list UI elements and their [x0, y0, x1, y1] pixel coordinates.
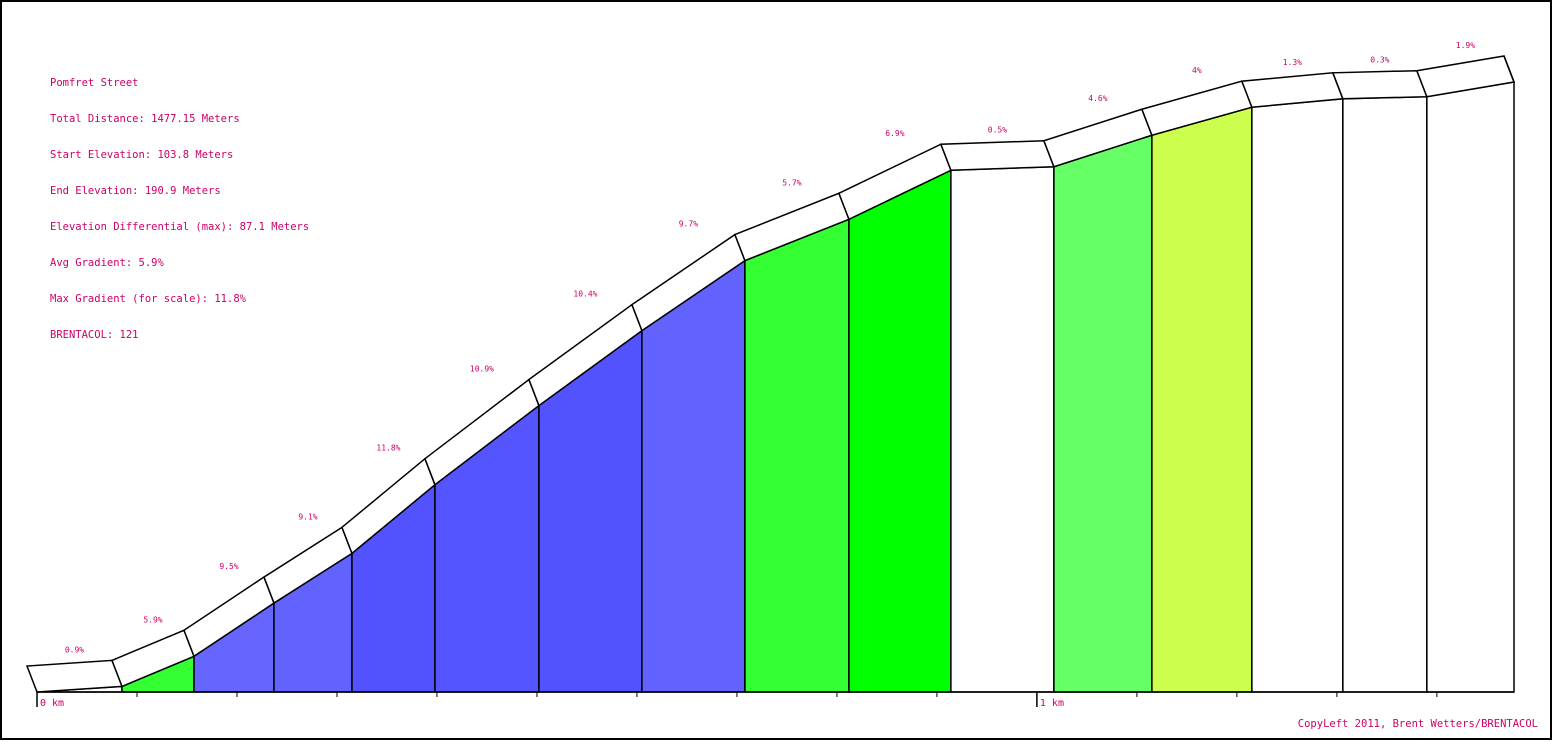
- gradient-label-14: 0.3%: [1370, 56, 1389, 65]
- brentacol-score: BRENTACOL: 121: [50, 329, 139, 341]
- gradient-label-15: 1.9%: [1456, 41, 1475, 50]
- gradient-label-9: 6.9%: [885, 129, 904, 138]
- profile-segment-13: [1251, 97, 1344, 693]
- elevation-differential: Elevation Differential (max): 87.1 Meter…: [50, 221, 310, 233]
- gradient-label-10: 0.5%: [988, 126, 1007, 135]
- max-gradient: Max Gradient (for scale): 11.8%: [50, 293, 246, 305]
- profile-segment-7: [641, 259, 746, 693]
- profile-top-14: [1331, 69, 1428, 100]
- route-name: Pomfret Street: [50, 77, 139, 89]
- gradient-label-3: 9.1%: [298, 512, 317, 521]
- end-elevation: End Elevation: 190.9 Meters: [50, 185, 221, 197]
- gradient-label-11: 4.6%: [1088, 94, 1107, 103]
- start-elevation: Start Elevation: 103.8 Meters: [50, 149, 234, 161]
- profile-segment-11: [1053, 134, 1153, 693]
- profile-segment-8: [744, 218, 850, 693]
- gradient-label-5: 10.9%: [470, 365, 494, 374]
- gradient-label-7: 9.7%: [679, 220, 698, 229]
- profile-top-0: [25, 659, 124, 693]
- profile-top-edge: [1503, 55, 1515, 83]
- profile-segment-15: [1426, 81, 1515, 693]
- gradient-label-4: 11.8%: [376, 444, 400, 453]
- gradient-label-8: 5.7%: [782, 178, 801, 187]
- profile-top-10: [939, 139, 1055, 172]
- copyright-text: CopyLeft 2011, Brent Wetters/BRENTACOL: [1297, 718, 1538, 730]
- gradient-label-12: 4%: [1192, 66, 1202, 75]
- gradient-label-6: 10.4%: [573, 290, 597, 299]
- x-tick-label-1: 1 km: [1040, 698, 1064, 709]
- total-distance: Total Distance: 1477.15 Meters: [50, 113, 240, 125]
- avg-gradient: Avg Gradient: 5.9%: [50, 257, 164, 269]
- gradient-label-1: 5.9%: [143, 615, 162, 624]
- route-info-panel: Pomfret Street Total Distance: 1477.15 M…: [50, 53, 309, 365]
- x-tick-label-0: 0 km: [40, 698, 64, 709]
- profile-segment-14: [1342, 95, 1428, 693]
- profile-segment-10: [950, 165, 1055, 693]
- gradient-label-0: 0.9%: [65, 645, 84, 654]
- profile-segment-12: [1151, 106, 1253, 693]
- profile-segment-9: [848, 169, 952, 693]
- gradient-label-2: 9.5%: [219, 562, 238, 571]
- gradient-label-13: 1.3%: [1283, 58, 1302, 67]
